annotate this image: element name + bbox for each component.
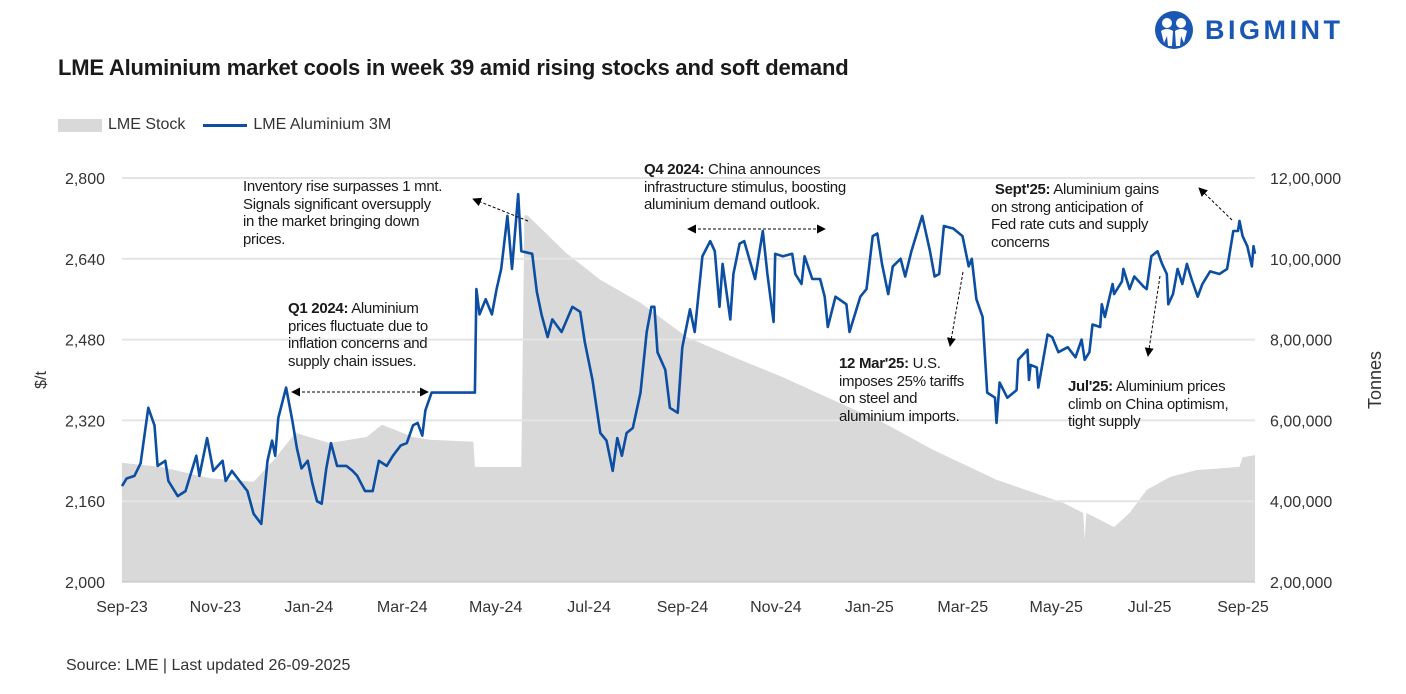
legend-label-price: LME Aluminium 3M [253, 116, 392, 133]
y-right-tick-label: 2,00,000 [1270, 575, 1332, 592]
annotation-inventory: Inventory rise surpasses 1 mnt. Signals … [243, 178, 443, 248]
arrow-mar-25 [946, 271, 964, 347]
x-tick-label: Mar-25 [937, 599, 988, 616]
annotation-q1-2024: Q1 2024: Aluminium prices fluctuate due … [288, 300, 428, 370]
bigmint-logo-icon [1155, 11, 1193, 49]
y-left-tick-label: 2,640 [65, 252, 105, 269]
y-left-tick-label: 2,480 [65, 333, 105, 350]
x-tick-label: Jul-25 [1128, 599, 1172, 616]
stock-area [122, 215, 1255, 582]
x-tick-label: Sep-23 [96, 599, 148, 616]
annotation-jul-25: Jul'25: Aluminium prices climb on China … [1068, 378, 1229, 431]
arrow-sept-25 [1198, 187, 1233, 221]
x-tick-label: Sep-25 [1217, 599, 1269, 616]
y-right-tick-label: 12,00,000 [1270, 171, 1341, 188]
legend-swatch-stock [58, 118, 102, 132]
y-left-tick-label: 2,000 [65, 575, 105, 592]
annotation-sept-25: Sept'25: Aluminium gains on strong antic… [991, 181, 1159, 251]
x-tick-label: Nov-23 [190, 599, 242, 616]
source-note: Source: LME | Last updated 26-09-2025 [66, 657, 351, 674]
legend-swatch-price [203, 123, 248, 127]
y-left-tick-label: 2,800 [65, 171, 105, 188]
chart-title: LME Aluminium market cools in week 39 am… [58, 55, 849, 80]
annotation-q4-2024: Q4 2024: China announces infrastructure … [644, 161, 846, 214]
x-tick-label: Sep-24 [657, 599, 709, 616]
y-right-tick-label: 8,00,000 [1270, 333, 1332, 350]
x-tick-label: Jul-24 [567, 599, 611, 616]
legend-label-stock: LME Stock [108, 116, 186, 133]
x-tick-label: May-24 [469, 599, 522, 616]
annotation-mar-25: 12 Mar'25: U.S. imposes 25% tariffs on s… [839, 355, 964, 425]
x-tick-label: Mar-24 [377, 599, 428, 616]
y-right-tick-label: 4,00,000 [1270, 494, 1332, 511]
legend: LME Stock LME Aluminium 3M [58, 116, 391, 134]
annotation-arrows [291, 187, 1233, 397]
y-left-tick-label: 2,160 [65, 494, 105, 511]
x-tick-label: Nov-24 [750, 599, 802, 616]
x-tick-label: Jan-24 [284, 599, 333, 616]
y-right-tick-label: 6,00,000 [1270, 413, 1332, 430]
y-right-axis-label: Tonnes [1365, 351, 1385, 409]
y-right-tick-label: 10,00,000 [1270, 252, 1341, 269]
bigmint-logo: BIGMINT [1153, 10, 1344, 50]
x-tick-label: May-25 [1029, 599, 1082, 616]
y-left-axis-label: $/t [33, 371, 50, 389]
logo-text: BIGMINT [1205, 14, 1344, 45]
x-tick-label: Jan-25 [845, 599, 894, 616]
price-line [120, 192, 1257, 526]
y-left-tick-label: 2,320 [65, 413, 105, 430]
arrow-jul-25 [1144, 275, 1161, 357]
